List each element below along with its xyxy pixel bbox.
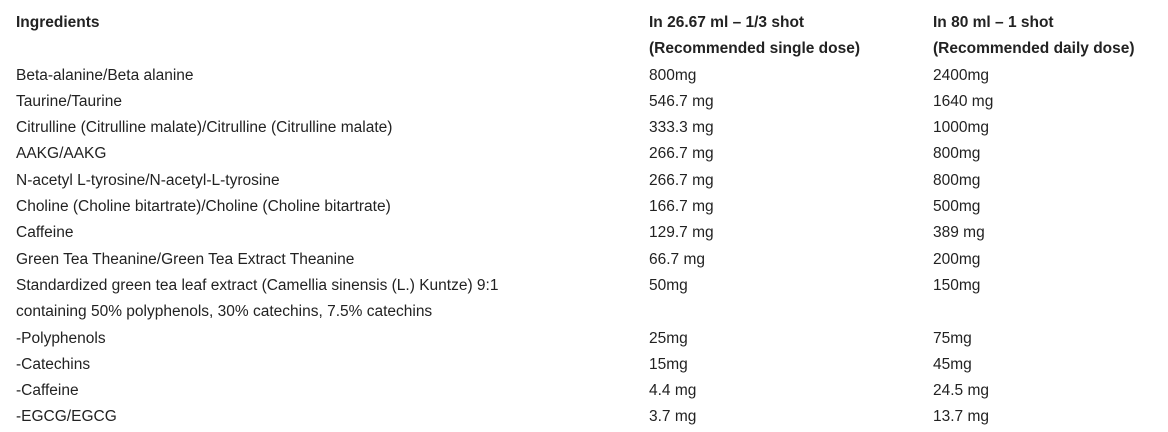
- ingredient-name: Beta-alanine/Beta alanine: [16, 63, 649, 89]
- ingredient-line: Choline (Choline bitartrate)/Choline (Ch…: [16, 198, 391, 216]
- single-dose-amount: 546.7 mg: [649, 92, 714, 110]
- table-row: Beta-alanine/Beta alanine 800mg 2400mg: [16, 63, 1153, 89]
- ingredient-line: AAKG/AAKG: [16, 145, 107, 163]
- single-dose-amount: 4.4 mg: [649, 382, 697, 400]
- ingredient-name: Choline (Choline bitartrate)/Choline (Ch…: [16, 194, 649, 220]
- header-single-dose: In 26.67 ml – 1/3 shot (Recommended singl…: [649, 10, 933, 63]
- single-dose-amount: 25mg: [649, 329, 688, 347]
- header-subtext: (Recommended daily dose): [933, 40, 1135, 58]
- ingredient-line: -EGCG/EGCG: [16, 408, 117, 426]
- table-row: Citrulline (Citrulline malate)/Citrullin…: [16, 115, 1153, 141]
- table-row: Standardized green tea leaf extract (Cam…: [16, 273, 1153, 326]
- single-dose-amount: 333.3 mg: [649, 119, 714, 137]
- ingredient-name: AAKG/AAKG: [16, 141, 649, 167]
- ingredient-name: Citrulline (Citrulline malate)/Citrullin…: [16, 115, 649, 141]
- ingredient-name: -Catechins: [16, 352, 649, 378]
- ingredient-line: Green Tea Theanine/Green Tea Extract The…: [16, 250, 355, 268]
- table-row: Choline (Choline bitartrate)/Choline (Ch…: [16, 194, 1153, 220]
- single-dose-amount: 166.7 mg: [649, 198, 714, 216]
- ingredient-line: Taurine/Taurine: [16, 92, 122, 110]
- ingredient-line: Caffeine: [16, 224, 74, 242]
- table-row: -Catechins 15mg 45mg: [16, 352, 1153, 378]
- daily-dose-amount: 24.5 mg: [933, 382, 990, 400]
- daily-dose-amount: 1640 mg: [933, 92, 994, 110]
- header-row: Ingredients In 26.67 ml – 1/3 shot (Recom…: [16, 10, 1153, 63]
- header-text: In 26.67 ml – 1/3 shot: [649, 14, 805, 31]
- single-dose-amount: 266.7 mg: [649, 145, 714, 163]
- ingredient-line: -Polyphenols: [16, 329, 106, 347]
- single-dose-amount: 66.7 mg: [649, 250, 706, 268]
- table-row: Caffeine 129.7 mg 389 mg: [16, 220, 1153, 246]
- ingredient-name: Caffeine: [16, 220, 649, 246]
- single-dose-amount: 3.7 mg: [649, 408, 697, 426]
- daily-dose-amount: 2400mg: [933, 66, 990, 84]
- ingredient-name: N-acetyl L-tyrosine/N-acetyl-L-tyrosine: [16, 168, 649, 194]
- table-row: Green Tea Theanine/Green Tea Extract The…: [16, 247, 1153, 273]
- single-dose-amount: 266.7 mg: [649, 171, 714, 189]
- ingredient-name: -Caffeine: [16, 378, 649, 404]
- single-dose-amount: 50mg: [649, 276, 688, 294]
- table-row: -Polyphenols 25mg 75mg: [16, 326, 1153, 352]
- daily-dose-amount: 200mg: [933, 250, 981, 268]
- single-dose-amount: 129.7 mg: [649, 224, 714, 242]
- header-ingredients: Ingredients: [16, 10, 649, 63]
- daily-dose-amount: 389 mg: [933, 224, 985, 242]
- ingredient-line: -Caffeine: [16, 382, 79, 400]
- daily-dose-amount: 150mg: [933, 276, 981, 294]
- ingredient-line: Citrulline (Citrulline malate)/Citrullin…: [16, 119, 393, 137]
- table-row: AAKG/AAKG 266.7 mg 800mg: [16, 141, 1153, 167]
- ingredient-name: Standardized green tea leaf extract (Cam…: [16, 273, 649, 326]
- daily-dose-amount: 13.7 mg: [933, 408, 990, 426]
- ingredient-line: -Catechins: [16, 355, 91, 373]
- header-text: Ingredients: [16, 14, 100, 31]
- ingredient-name: -Polyphenols: [16, 326, 649, 352]
- ingredient-line: containing 50% polyphenols, 30% catechin…: [16, 303, 433, 321]
- ingredient-line: Standardized green tea leaf extract (Cam…: [16, 276, 499, 294]
- table-row: -Caffeine 4.4 mg 24.5 mg: [16, 378, 1153, 404]
- header-daily-dose: In 80 ml – 1 shot (Recommended daily dose…: [933, 10, 1153, 63]
- table-row: Taurine/Taurine 546.7 mg 1640 mg: [16, 89, 1153, 115]
- daily-dose-amount: 1000mg: [933, 119, 990, 137]
- ingredient-line: Beta-alanine/Beta alanine: [16, 66, 194, 84]
- table-row: -EGCG/EGCG 3.7 mg 13.7 mg: [16, 404, 1153, 430]
- header-subtext: (Recommended single dose): [649, 40, 861, 58]
- daily-dose-amount: 800mg: [933, 145, 981, 163]
- ingredient-name: Taurine/Taurine: [16, 89, 649, 115]
- table-row: N-acetyl L-tyrosine/N-acetyl-L-tyrosine 2…: [16, 168, 1153, 194]
- daily-dose-amount: 45mg: [933, 355, 972, 373]
- daily-dose-amount: 800mg: [933, 171, 981, 189]
- single-dose-amount: 15mg: [649, 355, 688, 373]
- header-text: In 80 ml – 1 shot: [933, 14, 1054, 31]
- ingredients-table: Ingredients In 26.67 ml – 1/3 shot (Recom…: [16, 10, 1153, 431]
- daily-dose-amount: 75mg: [933, 329, 972, 347]
- ingredient-line: N-acetyl L-tyrosine/N-acetyl-L-tyrosine: [16, 171, 280, 189]
- ingredient-name: -EGCG/EGCG: [16, 404, 649, 430]
- single-dose-amount: 800mg: [649, 66, 697, 84]
- daily-dose-amount: 500mg: [933, 198, 981, 216]
- ingredient-name: Green Tea Theanine/Green Tea Extract The…: [16, 247, 649, 273]
